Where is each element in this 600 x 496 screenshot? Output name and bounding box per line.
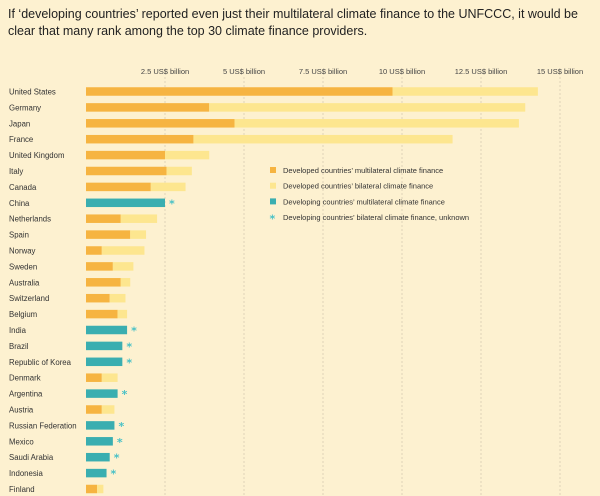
x-tick-label: 10 US$ billion	[379, 67, 425, 76]
bar-developing-multilateral	[86, 468, 107, 478]
bar-developing-multilateral	[86, 198, 165, 208]
category-label: Canada	[9, 183, 37, 192]
bar-developed-bilateral	[209, 103, 526, 112]
bar-developed-multilateral	[86, 230, 131, 239]
legend-label: Developing countries’ multilateral clima…	[283, 197, 445, 206]
bar-developed-bilateral	[234, 119, 519, 128]
bar-developed-multilateral	[86, 373, 102, 382]
bar-developed-bilateral	[97, 484, 104, 494]
category-label: China	[9, 199, 30, 208]
category-label: United States	[9, 88, 56, 97]
unknown-bilateral-asterisk: *	[126, 356, 132, 369]
bar-developed-multilateral	[86, 262, 113, 271]
bar-developed-multilateral	[86, 405, 102, 414]
unknown-bilateral-asterisk: *	[169, 197, 175, 210]
category-label: Indonesia	[9, 469, 43, 478]
unknown-bilateral-asterisk: *	[117, 436, 123, 449]
bar-developed-bilateral	[392, 87, 538, 96]
category-label: Mexico	[9, 437, 34, 446]
unknown-bilateral-asterisk: *	[122, 388, 128, 401]
unknown-bilateral-asterisk: *	[126, 340, 132, 353]
category-label: Denmark	[9, 374, 41, 383]
bar-developed-multilateral	[86, 134, 194, 144]
bar-developed-bilateral	[120, 214, 158, 223]
legend-asterisk-icon: *	[270, 213, 276, 226]
bar-developed-bilateral	[120, 278, 131, 287]
unknown-bilateral-asterisk: *	[131, 325, 137, 338]
category-label: Italy	[9, 167, 23, 176]
bar-developed-bilateral	[117, 309, 128, 319]
bar-developed-multilateral	[86, 278, 121, 287]
bar-developed-bilateral	[101, 405, 115, 414]
bar-developed-bilateral	[130, 230, 147, 239]
category-label: Argentina	[9, 390, 43, 399]
category-label: Netherlands	[9, 215, 51, 224]
bar-developed-bilateral	[112, 262, 134, 271]
category-label: Brazil	[9, 342, 29, 351]
legend-label: Developing countries’ bilateral climate …	[283, 213, 469, 222]
category-label: Switzerland	[9, 294, 49, 303]
category-label: United Kingdom	[9, 151, 64, 160]
category-label: Australia	[9, 278, 40, 287]
legend-label: Developed countries’ bilateral climate f…	[283, 182, 433, 191]
bar-developed-bilateral	[101, 373, 118, 382]
category-label: Spain	[9, 231, 29, 240]
category-label: Russian Federation	[9, 421, 77, 430]
category-label: Saudi Arabia	[9, 453, 54, 462]
bar-developing-multilateral	[86, 421, 115, 430]
legend-label: Developed countries’ multilateral climat…	[283, 166, 443, 175]
bar-developed-multilateral	[86, 166, 167, 176]
category-label: Norway	[9, 247, 36, 256]
category-label: Belgium	[9, 310, 37, 319]
unknown-bilateral-asterisk: *	[114, 452, 120, 465]
x-tick-label: 15 US$ billion	[537, 67, 583, 76]
bar-developed-bilateral	[109, 293, 126, 303]
bar-developed-multilateral	[86, 119, 235, 128]
category-label: France	[9, 135, 33, 144]
x-tick-label: 5 US$ billion	[223, 67, 265, 76]
bar-developed-bilateral	[165, 150, 210, 160]
category-label: Sweden	[9, 262, 37, 271]
legend-swatch-developed-bilateral	[270, 182, 276, 189]
bar-developing-multilateral	[86, 389, 118, 398]
category-label: Germany	[9, 103, 41, 112]
category-label: Republic of Korea	[9, 358, 72, 367]
bar-developed-multilateral	[86, 87, 393, 96]
bar-developed-bilateral	[101, 246, 145, 255]
bar-developed-multilateral	[86, 309, 118, 319]
bar-developed-multilateral	[86, 182, 151, 192]
bar-developing-multilateral	[86, 437, 113, 446]
category-label: Finland	[9, 485, 35, 494]
unknown-bilateral-asterisk: *	[118, 420, 124, 433]
bar-developing-multilateral	[86, 357, 123, 367]
legend-swatch-developed-multilateral	[270, 167, 276, 173]
x-tick-label: 12.5 US$ billion	[455, 67, 508, 76]
bar-developed-bilateral	[166, 166, 192, 176]
x-tick-label: 2.5 US$ billion	[141, 67, 189, 76]
bar-developing-multilateral	[86, 452, 110, 462]
bar-developed-multilateral	[86, 293, 110, 303]
bar-developed-multilateral	[86, 103, 210, 112]
bar-developed-bilateral	[150, 182, 186, 192]
bar-developed-bilateral	[193, 134, 453, 144]
bar-developed-multilateral	[86, 214, 121, 223]
bar-developed-multilateral	[86, 484, 98, 494]
bar-developed-multilateral	[86, 150, 165, 160]
category-label: Austria	[9, 406, 34, 415]
bar-developing-multilateral	[86, 341, 123, 351]
x-tick-label: 7.5 US$ billion	[299, 67, 347, 76]
category-label: Japan	[9, 119, 30, 128]
bar-developed-multilateral	[86, 246, 102, 255]
chart-title: If ‘developing countries’ reported even …	[8, 7, 578, 38]
category-label: India	[9, 326, 27, 335]
bar-developing-multilateral	[86, 325, 128, 335]
unknown-bilateral-asterisk: *	[111, 468, 117, 481]
legend-swatch-developing-multilateral	[270, 198, 276, 205]
